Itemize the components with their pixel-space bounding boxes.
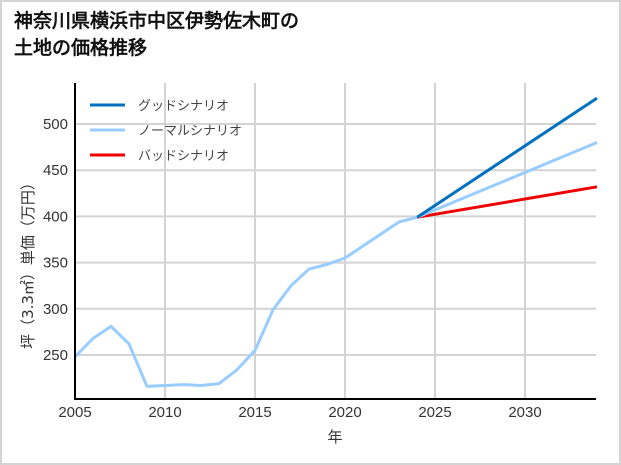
x-tick-label: 2010 (148, 404, 181, 421)
y-tick-label: 500 (43, 116, 68, 133)
y-tick-label: 250 (43, 347, 68, 364)
y-axis-label: 坪（3.3㎡）単価（万円） (19, 175, 37, 349)
legend-label-2: バッドシナリオ (138, 149, 229, 164)
series-line-2 (416, 185, 598, 219)
tick-labels: 2005 2010 2015 2020 2025 2030 250 300 350 400 450 5… (43, 116, 542, 421)
series-line-0 (416, 96, 598, 219)
x-axis-label: 年 (327, 428, 342, 446)
x-tick-label: 2030 (508, 404, 541, 421)
x-tick-label: 2005 (58, 404, 91, 421)
series-line-1 (416, 141, 598, 219)
x-tick-label: 2015 (238, 404, 271, 421)
title-line-1: 神奈川県横浜市中区伊勢佐木町の (14, 10, 300, 32)
legend-label-0: グッドシナリオ (138, 99, 229, 114)
y-tick-label: 450 (43, 162, 68, 179)
grid-lines (75, 83, 596, 399)
data-lines (73, 96, 598, 388)
axes (74, 83, 596, 400)
y-tick-label: 300 (43, 301, 68, 318)
x-tick-label: 2020 (328, 404, 361, 421)
chart-title: 神奈川県横浜市中区伊勢佐木町の 土地の価格推移 (14, 8, 299, 62)
title-line-2: 土地の価格推移 (14, 37, 148, 59)
historical-line (73, 215, 418, 388)
legend-label-1: ノーマルシナリオ (138, 124, 242, 139)
y-tick-label: 400 (43, 208, 68, 225)
y-tick-label: 350 (43, 255, 68, 272)
x-tick-label: 2025 (418, 404, 451, 421)
